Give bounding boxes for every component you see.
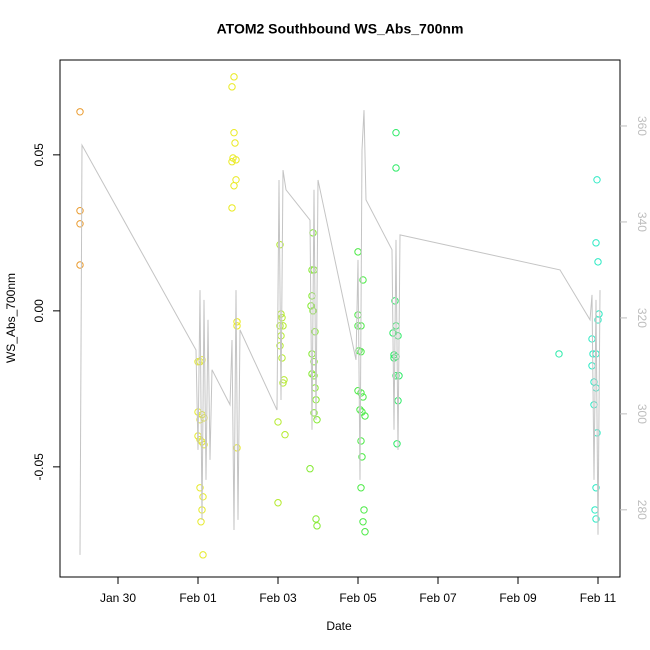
- point: [76, 261, 84, 269]
- y2-tick-label: 320: [635, 308, 649, 328]
- point: [313, 416, 321, 424]
- point: [274, 499, 282, 507]
- y2-tick-label: 340: [635, 212, 649, 232]
- point: [592, 515, 600, 523]
- point: [194, 358, 202, 366]
- chart-title: ATOM2 Southbound WS_Abs_700nm: [217, 21, 464, 37]
- point: [310, 372, 318, 380]
- point: [361, 412, 369, 420]
- point: [358, 453, 366, 461]
- point: [232, 156, 240, 164]
- point: [228, 204, 236, 212]
- point: [228, 83, 236, 91]
- point: [360, 506, 368, 514]
- point: [228, 158, 236, 166]
- point: [274, 418, 282, 426]
- y-axis-label: WS_Abs_700nm: [4, 273, 18, 363]
- point: [594, 258, 602, 266]
- point: [592, 239, 600, 247]
- point: [199, 551, 207, 559]
- x-tick-label: Feb 09: [499, 591, 537, 605]
- point: [392, 372, 400, 380]
- point: [310, 358, 318, 366]
- line: [79, 110, 601, 555]
- x-tick-label: Jan 30: [100, 591, 136, 605]
- point: [278, 354, 286, 362]
- point: [199, 493, 207, 501]
- point: [76, 108, 84, 116]
- point: [359, 393, 367, 401]
- point: [310, 409, 318, 417]
- point: [233, 322, 241, 330]
- point: [313, 522, 321, 530]
- x-tick-label: Feb 07: [419, 591, 457, 605]
- x-tick-label: Feb 11: [580, 591, 617, 605]
- point: [197, 518, 205, 526]
- point: [230, 128, 238, 137]
- plot-frame: [59, 59, 621, 578]
- point: [196, 484, 204, 492]
- y2-tick-label: 360: [635, 116, 649, 136]
- point: [312, 515, 320, 523]
- point: [555, 350, 563, 358]
- point: [357, 484, 365, 492]
- point: [281, 431, 289, 439]
- point: [200, 441, 208, 449]
- y-tick-label: -0.05: [32, 453, 46, 481]
- point: [306, 465, 314, 473]
- point: [594, 316, 602, 324]
- x-axis-label: Date: [326, 619, 352, 633]
- point: [392, 164, 400, 172]
- point: [230, 182, 238, 190]
- point: [279, 379, 287, 387]
- point: [76, 207, 84, 215]
- point: [231, 139, 239, 147]
- x-tick-label: Feb 01: [179, 591, 217, 605]
- x-tick-label: Feb 05: [339, 591, 377, 605]
- x-tick-label: Feb 03: [259, 591, 297, 605]
- point: [593, 176, 601, 184]
- point: [392, 128, 400, 137]
- point: [592, 484, 600, 492]
- point: [233, 318, 241, 326]
- y-tick-label: 0.00: [32, 299, 46, 323]
- point: [393, 440, 401, 448]
- y-tick-label: 0.05: [32, 143, 46, 167]
- y2-tick-label: 280: [635, 500, 649, 520]
- y2-tick-label: 300: [635, 404, 649, 424]
- point: [230, 73, 238, 81]
- point: [308, 266, 316, 274]
- point: [361, 528, 369, 536]
- point: [359, 276, 367, 284]
- point: [357, 437, 365, 445]
- point: [359, 518, 367, 526]
- point: [279, 322, 287, 330]
- point: [76, 220, 84, 228]
